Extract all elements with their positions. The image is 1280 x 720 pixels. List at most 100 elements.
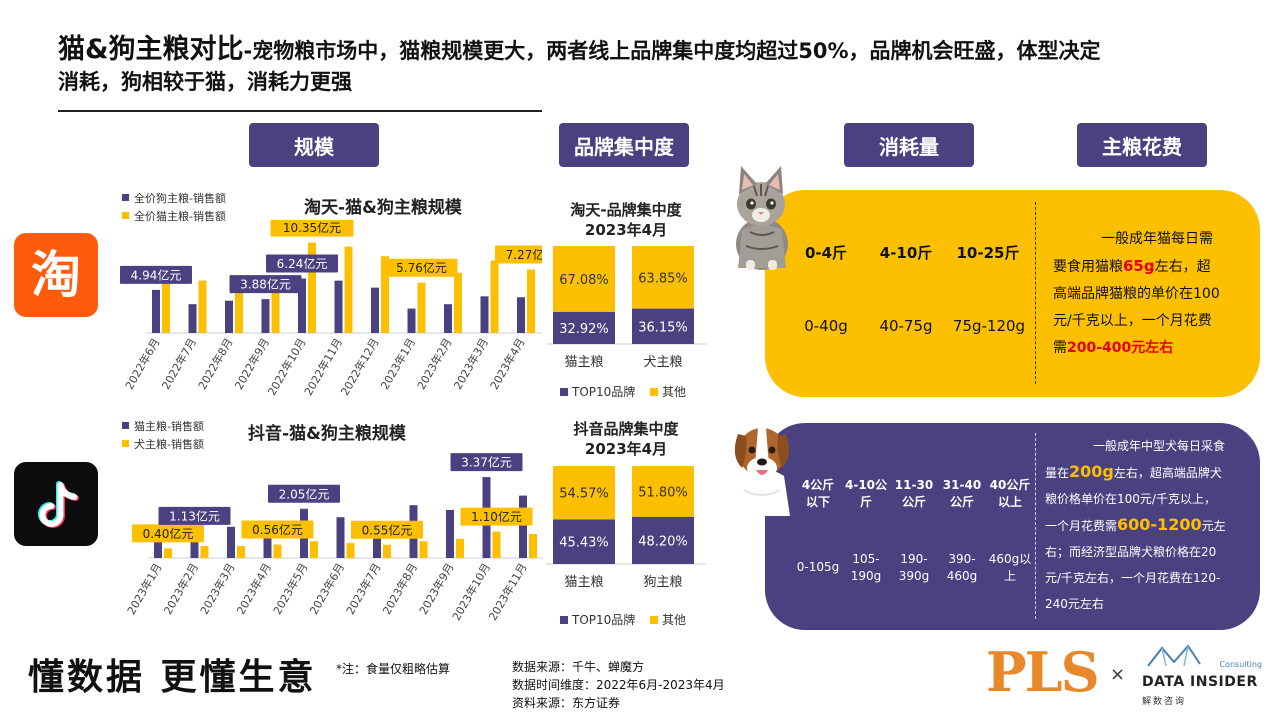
douyin-legend: 猫主粮-销售额 犬主粮-销售额 xyxy=(122,418,204,454)
x-tick-label: 2022年6月 xyxy=(122,336,163,392)
douyin-concentration-title: 抖音品牌集中度 2023年4月 xyxy=(548,419,704,459)
bar xyxy=(273,544,282,558)
data-label: 3.37亿元 xyxy=(461,455,512,470)
bar xyxy=(381,256,389,333)
bar xyxy=(237,546,245,558)
bar xyxy=(154,536,162,558)
x-tick-label: 犬主粮 xyxy=(643,355,682,370)
segment-label: 63.85% xyxy=(638,271,688,286)
dog-image xyxy=(734,428,790,516)
data-label-box xyxy=(351,520,423,539)
bar xyxy=(417,282,426,333)
cat-consumption-panel: 0-4斤 4-10斤 10-25斤 0-40g 40-75g 75g-120g … xyxy=(765,190,1260,397)
bar xyxy=(190,530,199,558)
bar xyxy=(298,278,306,333)
bar xyxy=(492,531,501,558)
logo-separator: × xyxy=(1110,664,1126,685)
footer-note: *注：食量仅粗略估算 xyxy=(336,662,451,676)
source-line: 数据时间维度：2022年6月-2023年4月 xyxy=(512,678,725,692)
stack-segment xyxy=(553,246,615,312)
tmall-scale-title: 淘天-猫&狗主粮规模 xyxy=(304,198,462,218)
segment-label: 36.15% xyxy=(638,320,688,335)
segment-label: 48.20% xyxy=(638,534,688,549)
bar xyxy=(188,304,197,333)
tmall-concentration-chart: 32.92% 67.08% 猫主粮 36.15% 63.85% 犬主粮 TOP10品牌 其他 xyxy=(546,246,706,399)
title-text: 淘天-品牌集中度 xyxy=(570,201,682,219)
stack-segment xyxy=(553,519,615,564)
legend-swatch xyxy=(122,440,129,447)
data-label-box xyxy=(241,520,314,539)
taobao-icon: 淘 xyxy=(14,233,98,317)
data-label-box xyxy=(495,245,542,264)
data-label: 5.76亿元 xyxy=(396,260,447,275)
bar xyxy=(334,280,343,333)
dog-info-text: 一般成年中型犬每日采食 量在200g左右，超高端品牌犬 粮价格单价在100元/千… xyxy=(1045,439,1226,611)
bar xyxy=(490,260,499,333)
subtitle-text: 2023年4月 xyxy=(584,221,668,239)
data-label: 7.27亿元 xyxy=(506,247,542,262)
segment-label: 54.57% xyxy=(559,487,609,502)
bar xyxy=(152,289,160,333)
data-insider-mark-icon xyxy=(1147,644,1201,667)
bar xyxy=(517,297,525,333)
footer-sources: 数据来源：千牛、蝉魔方 数据时间维度：2022年6月-2023年4月 资料来源：… xyxy=(512,658,725,712)
data-label-box xyxy=(450,453,523,472)
data-label: 6.24亿元 xyxy=(277,256,328,271)
x-tick-label: 2022年7月 xyxy=(158,336,199,392)
data-label: 10.35亿元 xyxy=(283,220,341,235)
segment-label: 51.80% xyxy=(638,485,688,500)
x-tick-label: 2023年10月 xyxy=(449,561,493,623)
stack-segment xyxy=(632,246,694,309)
panel-divider xyxy=(1035,202,1036,384)
x-tick-label: 2023年1月 xyxy=(124,561,165,617)
tmall-legend: 全价狗主粮-销售额 全价猫主粮-销售额 xyxy=(122,190,226,226)
data-label-box xyxy=(158,506,231,525)
page-title: 猫&狗主粮对比-宠物粮市场中，猫粮规模更大，两者线上品牌集中度均超过50%，品牌… xyxy=(58,34,1268,98)
bar xyxy=(225,300,233,333)
cat-image xyxy=(736,166,788,270)
data-label-box xyxy=(120,265,192,284)
segment-label: 67.08% xyxy=(559,273,609,288)
bar xyxy=(456,538,464,558)
bar xyxy=(200,546,209,558)
svg-text:淘: 淘 xyxy=(31,246,81,304)
douyin-scale-chart: 2023年1月2023年2月2023年3月2023年4月2023年5月2023年… xyxy=(124,453,542,623)
stack-segment xyxy=(553,466,615,520)
segment-label: 32.92% xyxy=(559,322,609,337)
x-tick-label: 猫主粮 xyxy=(564,355,603,370)
x-tick-label: 2023年3月 xyxy=(197,561,238,617)
dog-amount-5: 460g以上 xyxy=(988,552,1032,583)
legend-item: 犬主粮-销售额 xyxy=(122,436,204,454)
x-tick-label: 2023年4月 xyxy=(233,561,274,617)
bar xyxy=(454,272,462,333)
legend-item: 猫主粮-销售额 xyxy=(122,418,204,436)
x-tick-label: 2023年3月 xyxy=(450,336,491,392)
dog-amount-3: 190- 390g xyxy=(898,552,930,583)
source-line: 数据来源：千牛、蝉魔方 xyxy=(512,660,645,674)
bar xyxy=(198,280,207,333)
data-label: 0.55亿元 xyxy=(362,522,413,537)
title-line-2: 消耗，狗相较于猫，消耗力更强 xyxy=(58,70,352,94)
pill-scale: 规模 xyxy=(249,123,379,167)
title-text: 抖音品牌集中度 xyxy=(573,420,679,438)
data-label: 1.13亿元 xyxy=(169,508,220,523)
dog-weight-2: 4-10公斤 xyxy=(844,478,888,509)
x-tick-label: 2023年9月 xyxy=(416,561,457,617)
data-insider-logo: Consulting DATA INSIDER 解数咨询 xyxy=(1140,642,1266,712)
bar xyxy=(529,534,537,558)
legend-label: 其他 xyxy=(662,385,686,399)
dog-weight-1: 4公斤 以下 xyxy=(801,478,835,509)
x-tick-label: 2023年4月 xyxy=(487,336,528,392)
legend-swatch xyxy=(650,616,658,624)
x-tick-label: 2023年2月 xyxy=(160,561,201,617)
title-underline xyxy=(58,110,542,112)
pls-logo: PLS xyxy=(986,640,1100,704)
pill-cost: 主粮花费 xyxy=(1077,123,1207,167)
bar xyxy=(235,279,243,333)
legend-label: TOP10品牌 xyxy=(571,613,635,627)
bar xyxy=(344,246,353,333)
data-label-box xyxy=(460,507,533,526)
bar xyxy=(383,544,391,558)
tmall-scale-chart: 2022年6月2022年7月2022年8月2022年9月2022年10月2022… xyxy=(120,220,542,398)
x-tick-label: 2022年8月 xyxy=(195,336,236,392)
